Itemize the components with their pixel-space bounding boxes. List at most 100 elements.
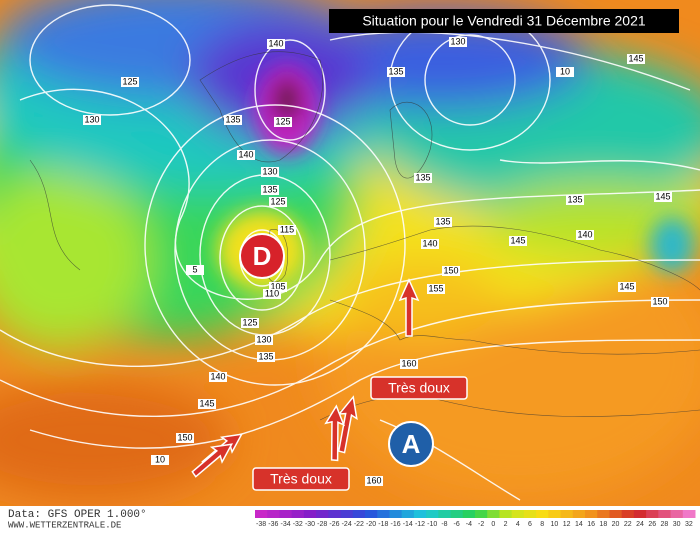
contour-label: 145 (655, 191, 670, 201)
colorbar-cell (365, 510, 378, 518)
contour-label: 145 (619, 281, 634, 291)
colorbar-label: -2 (478, 521, 484, 528)
contour-label-bg (237, 150, 255, 160)
colorbar-label: 30 (673, 521, 681, 528)
contour-label: 160 (401, 358, 416, 368)
colorbar-label: 8 (540, 521, 544, 528)
colorbar-cell (291, 510, 305, 518)
temperature-field: 125 130 135 140 135 130 145 125 140 130 135 125 115 1… (0, 0, 700, 506)
contour-label-bg (151, 455, 169, 465)
colorbar-cell (377, 510, 390, 518)
contour-label: 125 (242, 317, 257, 327)
colorbar-label: -8 (441, 521, 447, 528)
colorbar-label: -10 (427, 521, 437, 528)
colorbar-label: -24 (342, 521, 352, 528)
colorbar-label: 0 (491, 521, 495, 528)
colorbar-label: 32 (685, 521, 693, 528)
contour-label-bg (449, 37, 467, 47)
colorbar-cell (499, 510, 513, 518)
colorbar-cell (340, 510, 354, 518)
colorbar-label: 16 (587, 521, 595, 528)
contour-label: 140 (422, 238, 437, 248)
colorbar-cell (548, 510, 562, 518)
colorbar-label: 24 (636, 521, 644, 528)
colorbar-label: -4 (466, 521, 472, 528)
contour-label-bg (263, 289, 281, 299)
site-url: WWW.WETTERZENTRALE.DE (8, 520, 121, 529)
colorbar-cell (572, 510, 586, 518)
contour-label-bg (654, 192, 672, 202)
callout-text: Très doux (388, 380, 450, 396)
contour-label-bg (274, 117, 292, 127)
colorbar-label: 6 (528, 521, 532, 528)
contour-label-bg (261, 185, 279, 195)
colorbar-cell (450, 510, 464, 518)
colorbar-label: 28 (661, 521, 669, 528)
colorbar-cell (536, 510, 549, 518)
contour-label: 145 (510, 235, 525, 245)
contour-label-bg (627, 54, 645, 64)
contour-label: 135 (388, 66, 403, 76)
colorbar-cell (426, 510, 439, 518)
colorbar-label: -28 (317, 521, 327, 528)
contour-label-bg (257, 352, 275, 362)
contour-label: 110 (265, 288, 279, 298)
contour-label: 10 (155, 454, 165, 464)
colorbar-cell (633, 510, 647, 518)
contour-label-bg (83, 115, 101, 125)
colorbar-label: 10 (551, 521, 559, 528)
contour-label: 130 (262, 166, 277, 176)
colorbar-cell (597, 510, 610, 518)
contour-label-bg (651, 297, 669, 307)
colorbar-label: 18 (599, 521, 607, 528)
colorbar-cell (475, 510, 488, 518)
contour-label-bg (509, 236, 527, 246)
contour-label: 135 (415, 172, 430, 182)
colorbar-cell (401, 510, 415, 518)
colorbar-label: -34 (280, 521, 290, 528)
contour-label: 150 (652, 296, 667, 306)
colorbar-label: -32 (293, 521, 303, 528)
contour-label: 155 (428, 283, 443, 293)
contour-label-bg (365, 476, 383, 486)
contour-label-bg (566, 195, 584, 205)
colorbar-label: -18 (378, 521, 388, 528)
contour-label: 115 (280, 224, 294, 234)
colorbar-label: -38 (256, 521, 266, 528)
contour-label-bg (427, 284, 445, 294)
colorbar-cell (560, 510, 574, 518)
contour-label: 130 (84, 114, 99, 124)
colorbar-cell (646, 510, 659, 518)
colorbar-cell (462, 510, 476, 518)
colorbar-cell (255, 510, 268, 518)
contour-label: 145 (628, 53, 643, 63)
contour-label-bg (261, 167, 279, 177)
colorbar: -38 -36 -34 -32 -30 -28 -26 -24 -22 -20 -18 -16 -14-… (255, 510, 696, 528)
contour-label-bg (269, 282, 287, 292)
contour-label: 145 (199, 398, 214, 408)
colorbar-cell (413, 510, 427, 518)
colorbar-cell (267, 510, 280, 518)
high-pressure: A (388, 421, 434, 467)
contour-label-bg (241, 318, 259, 328)
contour-label: 130 (256, 334, 271, 344)
contour-label: 140 (210, 371, 225, 381)
colorbar-cell (438, 510, 452, 518)
colorbar-cell (511, 510, 525, 518)
colorbar-label: -30 (305, 521, 315, 528)
colorbar-label: -14 (403, 521, 413, 528)
contour-label-bg (421, 239, 439, 249)
colorbar-label: 20 (612, 521, 620, 528)
contour-label: 125 (275, 116, 290, 126)
isobars (0, 4, 700, 501)
contour-label-bg (278, 225, 296, 235)
colorbar-label: 22 (624, 521, 632, 528)
colorbar-cell (328, 510, 342, 518)
colorbar-label: -6 (454, 521, 460, 528)
contour-label-bg (618, 282, 636, 292)
colorbar-label: -26 (329, 521, 339, 528)
contour-label-bg (176, 433, 194, 443)
colorbar-label: -36 (268, 521, 278, 528)
title: Situation pour le Vendredi 31 Décembre 2… (362, 13, 646, 29)
